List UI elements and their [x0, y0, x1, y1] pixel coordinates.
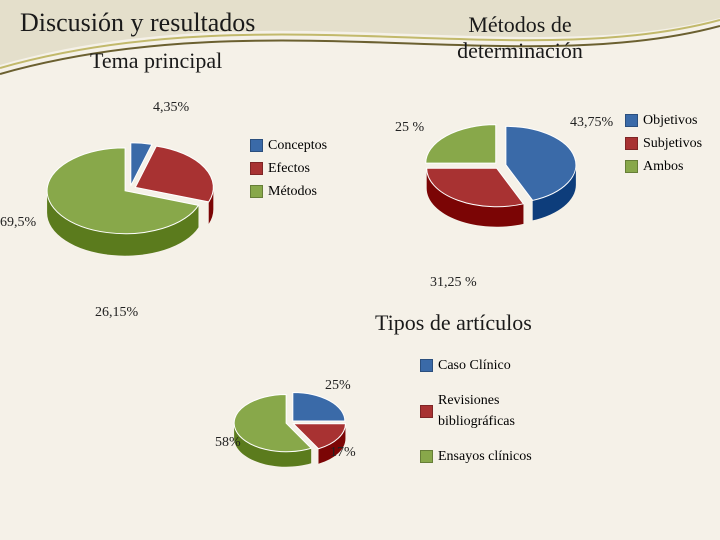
metodos-legend-item: Ambos — [625, 156, 702, 177]
legend-label: Conceptos — [268, 135, 327, 156]
chart-title-bottom: Tipos de artículos — [375, 310, 532, 336]
legend-label: Caso Clínico — [438, 355, 511, 376]
chart-title-right: Métodos de determinación — [420, 12, 620, 64]
legend-swatch — [625, 137, 638, 150]
legend-label: Subjetivos — [643, 133, 702, 154]
chart-title-left: Tema principal — [90, 48, 222, 74]
legend-label: Ensayos clínicos — [438, 446, 532, 467]
legend-swatch — [625, 114, 638, 127]
metodos-label: 31,25 % — [430, 275, 477, 291]
tipos-label: 58% — [215, 435, 241, 451]
tipos-legend-item: Ensayos clínicos — [420, 446, 568, 467]
pie-chart-metodos — [420, 117, 580, 234]
legend-swatch — [250, 185, 263, 198]
tema-principal-label: 4,35% — [153, 100, 189, 116]
tema-principal-legend-item: Efectos — [250, 158, 327, 179]
tipos-legend-item: Caso Clínico — [420, 355, 568, 376]
legend-swatch — [420, 405, 433, 418]
tema-principal-label: 69,5% — [0, 215, 36, 231]
tipos-label: 17% — [330, 445, 356, 461]
legend-swatch — [625, 160, 638, 173]
metodos-legend-item: Objetivos — [625, 110, 702, 131]
tipos-label: 25% — [325, 378, 351, 394]
legend-swatch — [420, 450, 433, 463]
legend-label: Ambos — [643, 156, 683, 177]
legend-label: Efectos — [268, 158, 310, 179]
tema-principal-label: 26,15% — [95, 305, 138, 321]
pie-slice-caso — [293, 392, 345, 421]
pie-slice-ambos — [426, 124, 496, 163]
legend-swatch — [250, 139, 263, 152]
page-title: Discusión y resultados — [20, 8, 255, 38]
pie-chart-tema-principal — [42, 136, 218, 264]
metodos-label: 25 % — [395, 120, 424, 136]
legend-swatch — [250, 162, 263, 175]
legend-label: Objetivos — [643, 110, 697, 131]
tema-principal-legend-item: Métodos — [250, 181, 327, 202]
legend-metodos: ObjetivosSubjetivosAmbos — [625, 110, 702, 179]
legend-tipos-articulos: Caso Clínico Revisiones bibliográficas Ens… — [420, 355, 568, 481]
tipos-legend-item: Revisiones bibliográficas — [420, 390, 568, 432]
tema-principal-legend-item: Conceptos — [250, 135, 327, 156]
legend-label: Métodos — [268, 181, 317, 202]
metodos-legend-item: Subjetivos — [625, 133, 702, 154]
legend-swatch — [420, 359, 433, 372]
legend-label: Revisiones bibliográficas — [438, 390, 568, 432]
metodos-label: 43,75% — [570, 115, 613, 131]
legend-tema-principal: ConceptosEfectosMétodos — [250, 135, 327, 204]
